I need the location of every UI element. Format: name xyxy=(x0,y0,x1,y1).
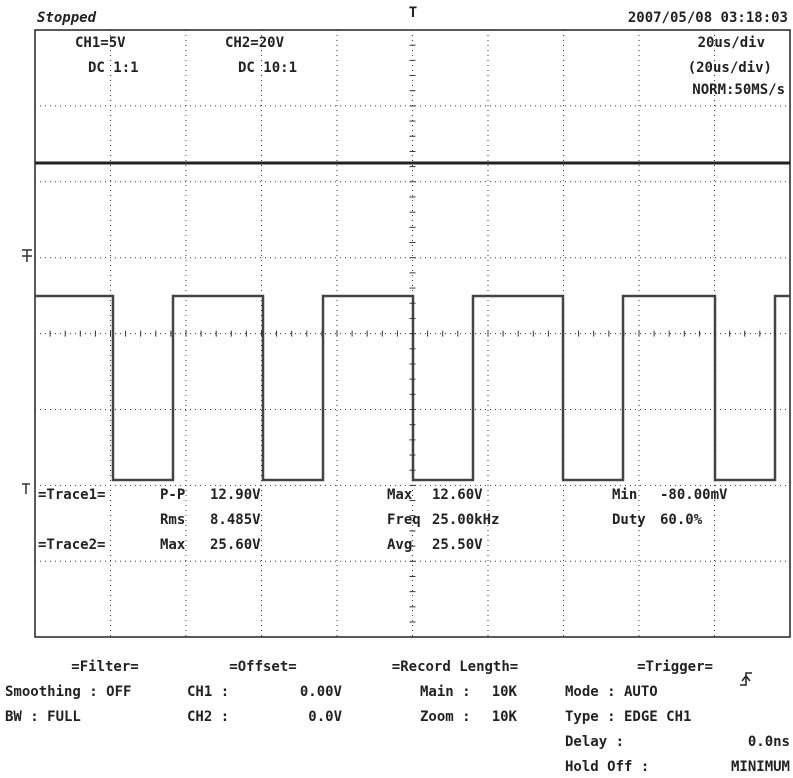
measurement-value: 8.485V xyxy=(210,512,261,528)
panel-value: 10K xyxy=(492,709,518,725)
panel-label: Mode : AUTO xyxy=(565,684,658,700)
panel-label: CH2 : xyxy=(187,709,229,725)
ch2-marker xyxy=(22,250,32,262)
panel-label: CH1 : xyxy=(187,684,229,700)
panel-label: Hold Off : xyxy=(565,759,649,775)
panel-label: BW : FULL xyxy=(5,709,81,725)
ch1-trace xyxy=(35,296,790,480)
acquisition-mode: NORM:50MS/s xyxy=(692,82,785,98)
timebase-zoom: (20us/div) xyxy=(688,60,772,76)
panel-value: 0.00V xyxy=(300,684,343,700)
ch2-coupling: DC 10:1 xyxy=(238,60,297,76)
panel-title: =Record Length= xyxy=(392,659,518,675)
timebase: 20us/div xyxy=(698,35,765,51)
edge-symbol xyxy=(740,673,752,685)
datetime: 2007/05/08 03:18:03 xyxy=(628,10,788,26)
trigger-marker: T xyxy=(409,5,417,21)
panel-title: =Filter= xyxy=(71,659,138,675)
panel-title: =Offset= xyxy=(229,659,296,675)
status: Stopped xyxy=(37,10,97,26)
panel-label: Main : xyxy=(420,684,471,700)
panel-value: MINIMUM xyxy=(731,759,790,775)
trace-label: =Trace1= xyxy=(38,487,105,503)
measurement-name: Min xyxy=(612,487,637,503)
ch1-coupling: DC 1:1 xyxy=(88,60,139,76)
panel-value: 10K xyxy=(492,684,518,700)
measurement-value: 25.60V xyxy=(210,537,261,553)
measurement-value: 12.90V xyxy=(210,487,261,503)
panel-label: Type : EDGE CH1 xyxy=(565,709,691,725)
panel-value: 0.0ns xyxy=(748,734,790,750)
panel-title: =Trigger= xyxy=(637,659,713,675)
panel-label: Delay : xyxy=(565,734,624,750)
ch1-marker xyxy=(22,484,30,494)
panel-value: 0.0V xyxy=(308,709,342,725)
measurement-name: Duty xyxy=(612,512,646,528)
measurement-value: 25.50V xyxy=(432,537,483,553)
ch1-scale: CH1=5V xyxy=(75,35,126,51)
ch2-scale: CH2=20V xyxy=(225,35,285,51)
trace-label: =Trace2= xyxy=(38,537,105,553)
measurement-name: Avg xyxy=(387,537,412,553)
measurement-value: 25.00kHz xyxy=(432,512,499,528)
measurement-name: Rms xyxy=(160,512,185,528)
oscilloscope-screenshot: Stopped T 2007/05/08 03:18:03 CH1=5V DC 1:1 C… xyxy=(0,0,793,778)
panel-label: Smoothing : OFF xyxy=(5,684,131,700)
measurement-name: Max xyxy=(387,487,413,503)
measurement-name: Freq xyxy=(387,512,421,528)
panel-label: Zoom : xyxy=(420,709,471,725)
measurement-name: P-P xyxy=(160,487,185,503)
measurement-value: -80.00mV xyxy=(660,487,728,503)
measurement-name: Max xyxy=(160,537,186,553)
measurement-value: 12.60V xyxy=(432,487,483,503)
measurement-value: 60.0% xyxy=(660,512,703,528)
